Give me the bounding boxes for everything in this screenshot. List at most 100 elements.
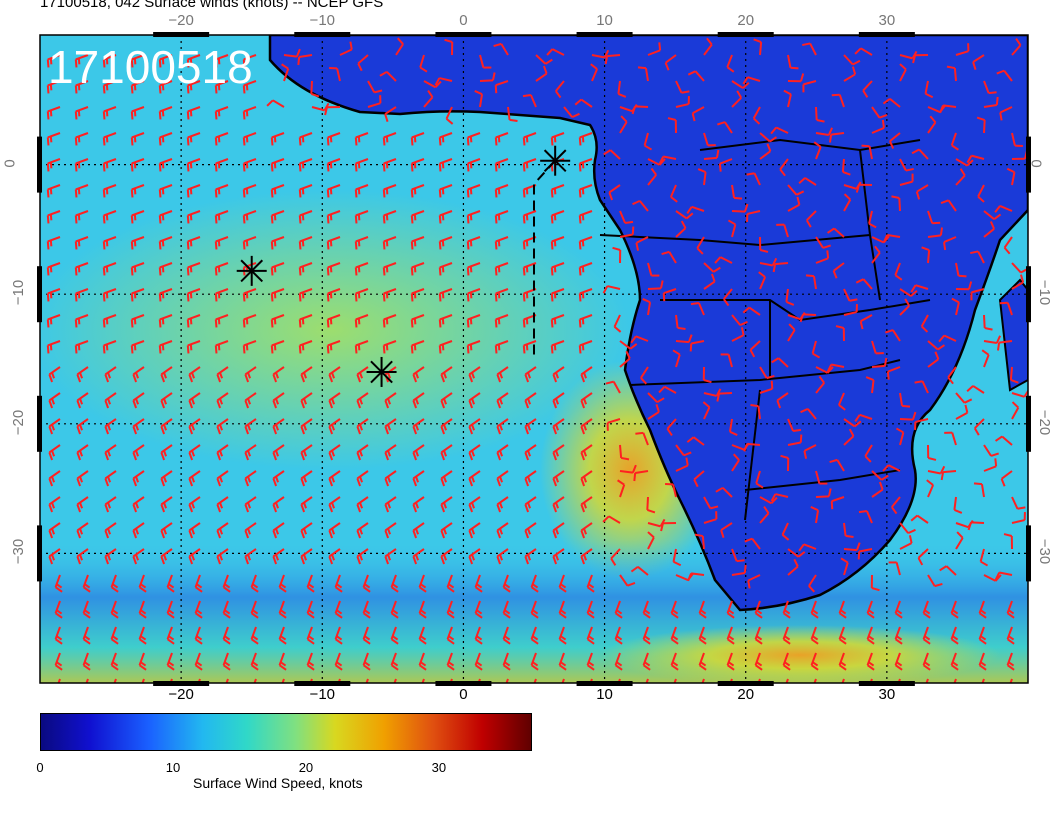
edge-tick-bottom bbox=[717, 681, 774, 686]
wind-barb bbox=[298, 236, 313, 250]
wind-barb bbox=[356, 496, 369, 513]
wind-barb bbox=[1006, 600, 1015, 619]
wind-barb bbox=[356, 392, 369, 409]
wind-barb bbox=[698, 626, 707, 645]
wind-barb bbox=[74, 80, 89, 94]
wind-barb bbox=[507, 106, 518, 123]
wind-barb bbox=[922, 626, 931, 645]
wind-barb bbox=[494, 184, 509, 198]
wind-barb bbox=[356, 470, 369, 487]
wind-barb bbox=[927, 340, 946, 351]
wind-barb bbox=[412, 470, 425, 487]
wind-barb bbox=[802, 42, 817, 56]
wind-barb bbox=[354, 236, 369, 250]
wind-barb bbox=[300, 496, 313, 513]
wind-barb bbox=[328, 548, 341, 565]
wind-barb bbox=[354, 340, 369, 354]
wind-barb bbox=[522, 262, 537, 276]
wind-barb bbox=[48, 418, 61, 435]
wind-barb bbox=[558, 574, 567, 593]
wind-barb bbox=[158, 80, 173, 94]
wind-barb bbox=[927, 465, 946, 475]
wind-barb bbox=[194, 600, 203, 619]
wind-barb bbox=[438, 210, 453, 224]
wind-barb bbox=[494, 80, 509, 94]
wind-barb bbox=[753, 38, 763, 56]
wind-barb bbox=[578, 314, 593, 328]
wind-barb bbox=[244, 470, 257, 487]
wind-barb bbox=[272, 496, 285, 513]
edge-tick-right bbox=[1026, 395, 1031, 452]
wind-barb bbox=[326, 314, 341, 328]
wind-barb bbox=[384, 548, 397, 565]
wind-barb bbox=[395, 37, 404, 56]
wind-barb bbox=[843, 542, 861, 552]
wind-barb bbox=[981, 678, 985, 683]
edge-tick-top bbox=[858, 32, 915, 37]
wind-barb bbox=[782, 600, 791, 619]
wind-barb bbox=[354, 314, 369, 328]
wind-barb bbox=[754, 652, 763, 671]
wind-barb bbox=[132, 470, 145, 487]
lon-tick-label: 30 bbox=[878, 686, 896, 703]
wind-barb bbox=[927, 210, 941, 225]
wind-barb bbox=[244, 392, 257, 409]
wind-barb bbox=[502, 600, 511, 619]
wind-barb bbox=[158, 158, 173, 172]
wind-barb bbox=[298, 340, 313, 354]
wind-barb bbox=[242, 54, 257, 68]
wind-barb bbox=[357, 54, 369, 72]
madagascar bbox=[998, 278, 1028, 392]
wind-barb bbox=[866, 600, 875, 619]
wind-barb bbox=[813, 141, 822, 160]
wind-barb bbox=[102, 106, 117, 120]
wind-barb bbox=[675, 210, 694, 220]
wind-barb bbox=[673, 678, 677, 683]
wind-barb bbox=[815, 127, 834, 137]
wind-barb bbox=[861, 144, 873, 160]
wind-barb bbox=[787, 323, 796, 342]
wind-barb bbox=[858, 510, 873, 524]
wind-barb bbox=[216, 548, 229, 565]
wind-barb bbox=[826, 227, 845, 238]
wind-barb bbox=[130, 262, 145, 276]
wind-barb bbox=[635, 236, 649, 251]
wind-barb bbox=[743, 442, 761, 452]
wind-barb bbox=[522, 132, 537, 146]
wind-barb bbox=[808, 574, 817, 593]
wind-barb bbox=[742, 76, 761, 85]
wind-barb bbox=[550, 210, 565, 224]
wind-barb bbox=[770, 493, 789, 502]
wind-barb bbox=[214, 314, 229, 328]
wind-barb bbox=[864, 444, 873, 463]
wind-barb bbox=[843, 288, 858, 302]
wind-barb bbox=[947, 366, 957, 385]
wind-barb bbox=[214, 54, 229, 68]
wind-barb bbox=[468, 366, 481, 383]
wind-barb bbox=[354, 184, 369, 198]
edge-tick-top bbox=[717, 32, 774, 37]
colorbar-tick-label: 0 bbox=[36, 760, 44, 775]
wind-barb bbox=[74, 262, 89, 276]
wind-barb bbox=[384, 522, 397, 539]
wind-barb bbox=[746, 210, 761, 222]
wind-barb bbox=[188, 444, 201, 461]
wind-barb bbox=[552, 392, 565, 409]
wind-barb bbox=[783, 89, 792, 108]
wind-barb bbox=[214, 340, 229, 354]
wind-barb bbox=[815, 236, 831, 249]
wind-barb bbox=[130, 210, 145, 224]
wind-barb bbox=[188, 470, 201, 487]
wind-barb bbox=[939, 565, 957, 576]
wind-barb bbox=[643, 132, 653, 151]
wind-barb bbox=[158, 54, 173, 68]
wind-barb bbox=[922, 652, 931, 671]
wind-barb bbox=[885, 329, 901, 342]
wind-barb bbox=[972, 54, 985, 70]
wind-barb bbox=[530, 652, 539, 671]
wind-barb bbox=[110, 574, 119, 593]
wind-barb bbox=[339, 41, 353, 56]
wind-barb bbox=[524, 548, 537, 565]
wind-barb bbox=[647, 392, 665, 404]
wind-barb bbox=[693, 470, 705, 488]
